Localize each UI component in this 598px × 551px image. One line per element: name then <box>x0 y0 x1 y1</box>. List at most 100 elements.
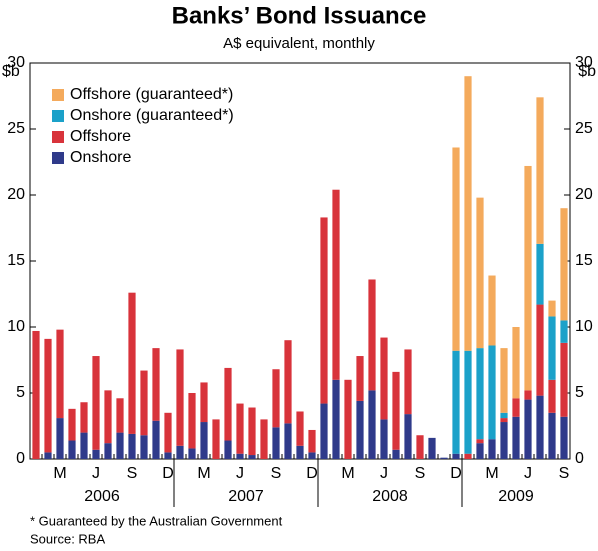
year-label: 2009 <box>498 488 534 505</box>
legend-swatch <box>52 152 64 164</box>
year-label: 2008 <box>372 488 408 505</box>
bar-segment <box>284 423 292 459</box>
bar-segment <box>368 279 376 391</box>
bar-segment <box>500 418 508 423</box>
bar-segment <box>116 432 124 459</box>
bar-segment <box>524 165 532 391</box>
legend-swatch <box>52 131 64 143</box>
x-tick-label: J <box>236 465 244 482</box>
legend-label: Onshore <box>70 149 131 166</box>
bar-segment <box>296 411 304 446</box>
bar-segment <box>464 350 472 454</box>
bar-segment <box>536 97 544 244</box>
year-label: 2007 <box>228 488 264 505</box>
bar-segment <box>296 445 304 459</box>
bar-segment <box>404 414 412 459</box>
bar-segment <box>92 449 100 459</box>
bar-segment <box>104 443 112 459</box>
bar-segment <box>104 390 112 444</box>
bar-segment <box>512 416 520 459</box>
legend-label: Offshore <box>70 128 131 145</box>
bar-segment <box>452 453 460 459</box>
bar-segment <box>452 147 460 351</box>
bar-segment <box>224 440 232 459</box>
bar-segment <box>248 455 256 459</box>
bar-segment <box>392 449 400 459</box>
bar-segment <box>560 416 568 459</box>
bar-segment <box>56 329 64 419</box>
bar-segment <box>260 419 268 459</box>
bar-segment <box>536 395 544 459</box>
bar-segment <box>200 422 208 459</box>
bar-segment <box>224 367 232 441</box>
x-tick-label: S <box>271 465 282 482</box>
bar-segment <box>464 453 472 459</box>
bar-segment <box>80 432 88 459</box>
bar-segment <box>512 327 520 399</box>
bar-segment <box>560 208 568 321</box>
bar-segment <box>56 418 64 459</box>
bar-segment <box>176 349 184 446</box>
x-tick-label: D <box>162 465 174 482</box>
bar-segment <box>128 433 136 459</box>
bar-segment <box>548 300 556 317</box>
y2-tick-label: 30 <box>575 54 593 71</box>
x-tick-label: M <box>53 465 66 482</box>
bar-segment <box>356 356 364 401</box>
x-tick-label: S <box>127 465 138 482</box>
bar-segment <box>152 420 160 459</box>
bar-segment <box>500 412 508 419</box>
bar-segment <box>80 402 88 433</box>
bar-segment <box>332 189 340 380</box>
x-tick-label: M <box>341 465 354 482</box>
bar-segment <box>188 393 196 449</box>
bar-segment <box>320 217 328 404</box>
y-axis-label: $b <box>2 63 20 80</box>
bar-segment <box>560 342 568 417</box>
chart-title: Banks’ Bond Issuance <box>172 2 427 29</box>
legend-label: Onshore (guaranteed*) <box>70 107 234 124</box>
y2-tick-label: 10 <box>575 318 593 335</box>
bar-segment <box>380 419 388 459</box>
bar-segment <box>176 445 184 459</box>
bar-segment <box>488 345 496 440</box>
bar-segment <box>512 398 520 417</box>
bar-segment <box>476 197 484 349</box>
bar-segment <box>32 330 40 459</box>
bar-segment <box>476 348 484 440</box>
bar-segment <box>44 338 52 453</box>
bar-segment <box>284 340 292 424</box>
bar-segment <box>308 452 316 459</box>
bar-segment <box>500 348 508 413</box>
x-tick-label: S <box>415 465 426 482</box>
x-tick-label: J <box>524 465 532 482</box>
bar-segment <box>272 369 280 428</box>
x-tick-label: S <box>559 465 570 482</box>
x-tick-label: M <box>485 465 498 482</box>
bar-segment <box>500 422 508 459</box>
bar-segment <box>524 399 532 459</box>
bar-segment <box>164 452 172 459</box>
bar-segment <box>548 379 556 413</box>
bar-segment <box>452 350 460 454</box>
bar-segment <box>476 443 484 459</box>
y-axis-label-right: $b <box>578 63 596 80</box>
bar-segment <box>476 439 484 444</box>
y-tick-label: 20 <box>7 186 25 203</box>
bar-segment <box>320 403 328 459</box>
x-tick-label: J <box>92 465 100 482</box>
bar-segment <box>428 437 436 459</box>
x-tick-label: D <box>306 465 318 482</box>
legend-swatch <box>52 89 64 101</box>
chart-subtitle: A$ equivalent, monthly <box>223 35 375 52</box>
bar-segment <box>416 435 424 459</box>
bar-segment <box>200 382 208 423</box>
x-tick-label: M <box>197 465 210 482</box>
year-label: 2006 <box>84 488 120 505</box>
bar-segment <box>404 349 412 415</box>
bar-segment <box>488 439 496 459</box>
bar-segment <box>440 457 448 459</box>
bar-segment <box>464 76 472 351</box>
bar-segment <box>152 348 160 421</box>
y2-tick-label: 15 <box>575 252 593 269</box>
